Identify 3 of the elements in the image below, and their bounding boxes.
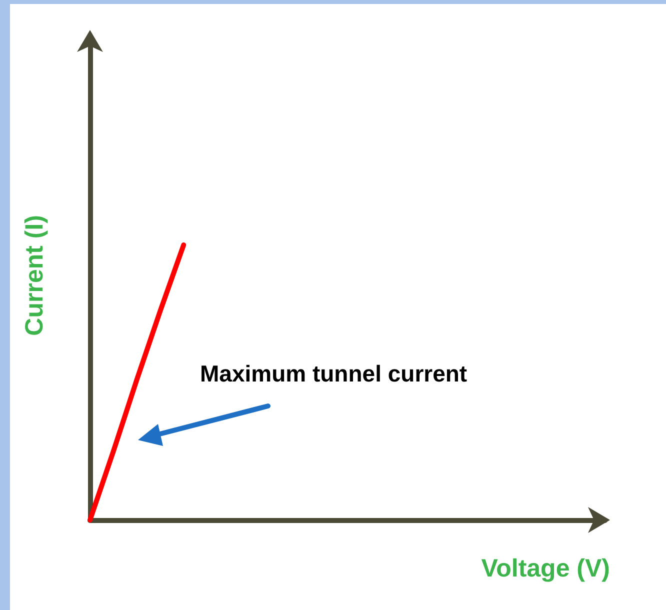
y-axis-title: Current (I) xyxy=(20,214,48,336)
x-axis-title: Voltage (V) xyxy=(481,554,610,582)
annotation: Maximum tunnel current xyxy=(200,360,468,386)
